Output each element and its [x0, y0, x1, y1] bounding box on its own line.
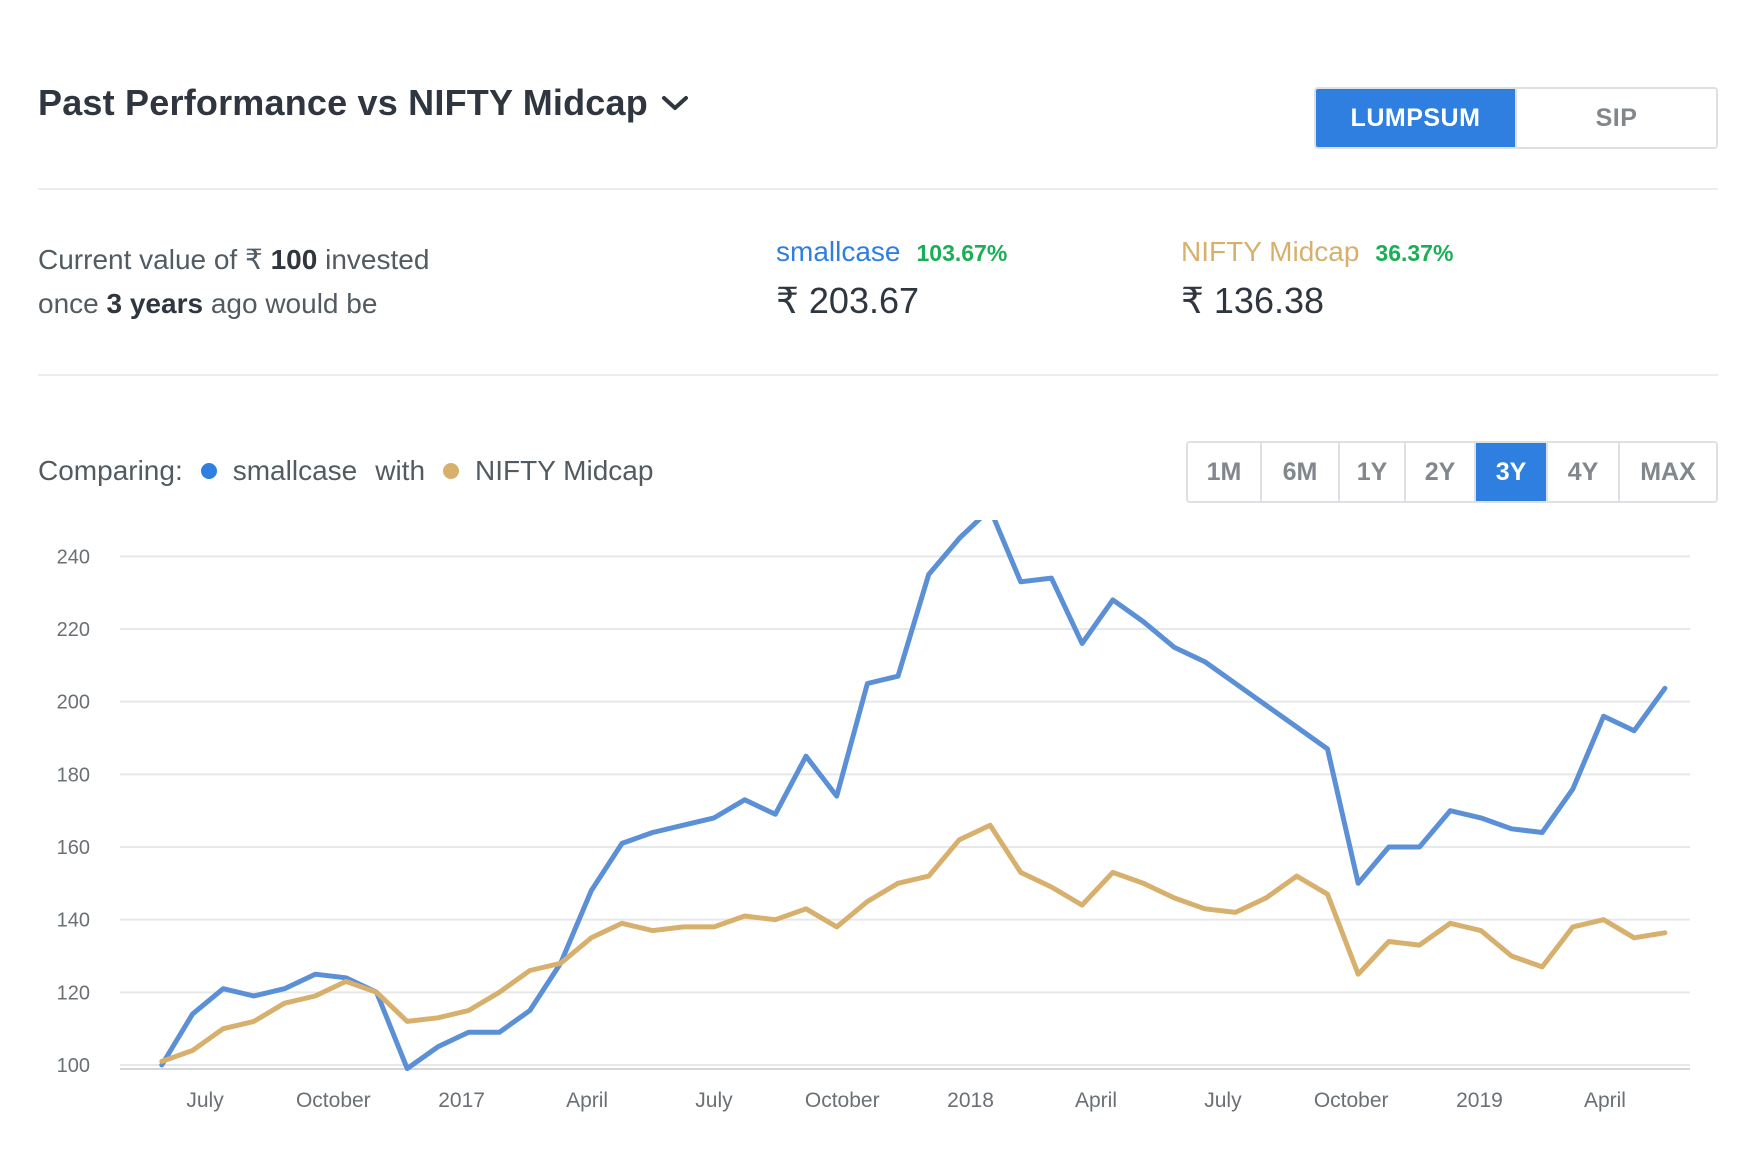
benchmark-legend-dot	[443, 463, 460, 479]
range-4y-button[interactable]: 4Y	[1546, 443, 1618, 501]
smallcase-series-line	[159, 520, 1668, 1072]
description-line-2: once 3 years ago would be	[38, 282, 429, 326]
x-tick-label: July	[695, 1089, 733, 1112]
benchmark-value: ₹ 136.38	[1181, 280, 1325, 321]
benchmark-selector[interactable]: Past Performance vs NIFTY Midcap	[38, 82, 690, 124]
range-max-button[interactable]: MAX	[1618, 443, 1716, 501]
text-segment: invested	[317, 244, 430, 275]
y-tick-label: 120	[57, 982, 90, 1004]
range-2y-button[interactable]: 2Y	[1404, 443, 1474, 501]
investment-mode-toggle: LUMPSUM SIP	[1314, 87, 1718, 149]
x-tick-label: 2017	[438, 1089, 485, 1112]
x-tick-label: April	[1584, 1089, 1626, 1112]
description-line-1: Current value of ₹ 100 invested	[38, 238, 429, 282]
smallcase-legend-dot	[200, 463, 217, 479]
performance-chart: 100 120 140 160 180 200 220 240 July October 2017 A…	[57, 520, 1690, 1112]
comparing-legend: Comparing: smallcase with NIFTY Midcap	[38, 455, 653, 487]
x-tick-label: October	[805, 1089, 880, 1112]
divider	[38, 188, 1718, 190]
x-tick-label: July	[1204, 1089, 1242, 1112]
y-tick-label: 240	[57, 546, 90, 568]
y-tick-label: 220	[57, 619, 90, 641]
range-1m-button[interactable]: 1M	[1188, 443, 1260, 501]
y-tick-label: 200	[57, 692, 90, 714]
x-tick-label: October	[296, 1089, 371, 1112]
x-tick-label: April	[1075, 1089, 1117, 1112]
x-tick-label: October	[1314, 1089, 1389, 1112]
x-tick-label: 2018	[947, 1089, 994, 1112]
legend-benchmark: NIFTY Midcap	[475, 455, 654, 486]
text-segment: ago would be	[203, 288, 378, 319]
smallcase-stat: smallcase 103.67% ₹ 203.67	[776, 236, 1007, 322]
x-tick-label: 2019	[1456, 1089, 1503, 1112]
benchmark-label: NIFTY Midcap	[1181, 236, 1360, 267]
range-1y-button[interactable]: 1Y	[1338, 443, 1404, 501]
benchmark-stat: NIFTY Midcap 36.37% ₹ 136.38	[1181, 236, 1453, 322]
lumpsum-button[interactable]: LUMPSUM	[1316, 89, 1515, 147]
smallcase-return: 103.67%	[916, 240, 1008, 266]
x-tick-label: July	[186, 1089, 224, 1112]
smallcase-label: smallcase	[776, 236, 901, 267]
comparing-label: Comparing:	[38, 455, 183, 486]
y-tick-label: 100	[57, 1055, 90, 1077]
rupee-symbol: ₹	[245, 244, 263, 275]
benchmark-series-line	[159, 822, 1668, 1064]
y-tick-label: 140	[57, 910, 90, 932]
smallcase-value: ₹ 203.67	[776, 280, 920, 321]
chart-header: Past Performance vs NIFTY Midcap LUMPSUM…	[38, 76, 1718, 150]
range-6m-button[interactable]: 6M	[1260, 443, 1338, 501]
x-tick-label: April	[566, 1089, 608, 1112]
sip-button[interactable]: SIP	[1515, 89, 1716, 147]
text-segment: once	[38, 288, 107, 319]
benchmark-return: 36.37%	[1375, 240, 1454, 266]
current-value-description: Current value of ₹ 100 invested once 3 y…	[38, 238, 429, 326]
range-3y-button[interactable]: 3Y	[1474, 443, 1546, 501]
time-range-selector: 1M 6M 1Y 2Y 3Y 4Y MAX	[1186, 441, 1718, 503]
investment-period: 3 years	[106, 288, 204, 319]
divider	[38, 374, 1718, 376]
y-tick-label: 180	[57, 764, 90, 786]
legend-smallcase: smallcase	[232, 455, 358, 486]
legend-with: with	[375, 455, 426, 486]
y-tick-label: 160	[57, 837, 90, 859]
page-title: Past Performance vs NIFTY Midcap	[38, 82, 648, 123]
invested-amount: 100	[270, 244, 318, 275]
text-segment: Current value of	[38, 244, 245, 275]
chevron-down-icon[interactable]	[660, 93, 690, 113]
